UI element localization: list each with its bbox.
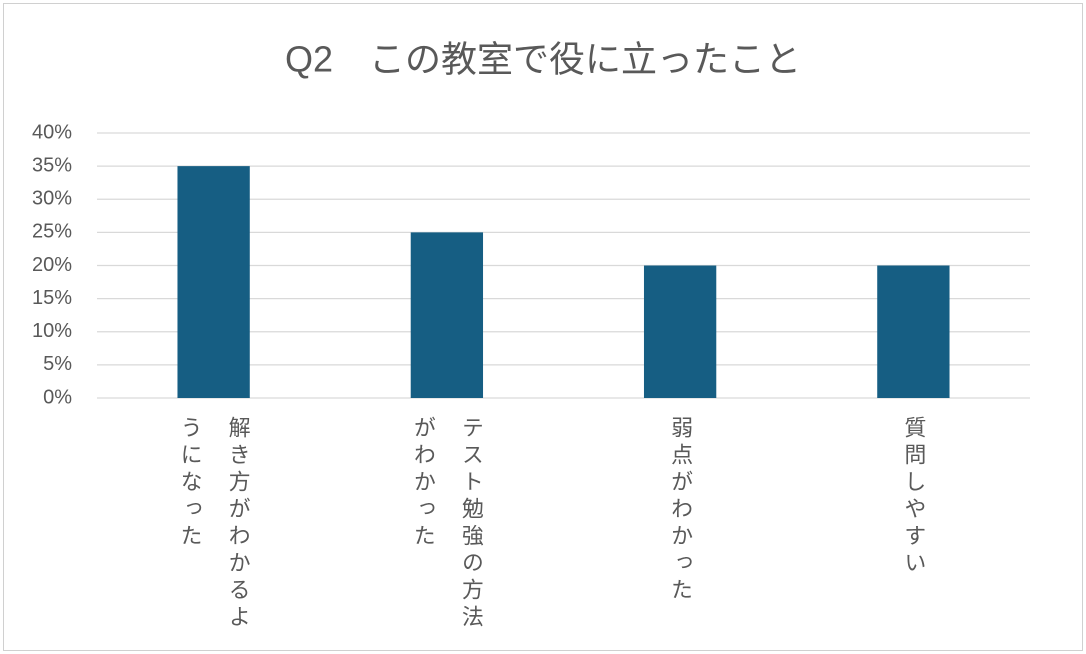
y-tick-label: 0% [43,386,72,408]
bar [177,166,250,398]
chart-title: Q2 この教室で役に立ったこと [285,39,801,80]
y-tick-label: 25% [32,221,72,243]
y-tick-label: 30% [32,188,72,210]
y-tick-label: 40% [32,121,72,143]
x-tick-label: 質問しやすい [901,416,927,578]
x-tick-label: 解き方がわかるようになった [177,416,251,632]
bar [643,265,717,398]
x-tick-label: テスト勉強の方法がわかった [410,416,484,632]
bar [410,232,484,398]
x-tick-label: 弱点がわかった [668,416,694,605]
bar [877,265,950,398]
y-tick-label: 5% [43,353,72,375]
y-tick-label: 15% [32,287,72,309]
y-tick-label: 20% [32,254,72,276]
y-tick-label: 35% [32,154,72,176]
y-tick-label: 10% [32,320,72,342]
